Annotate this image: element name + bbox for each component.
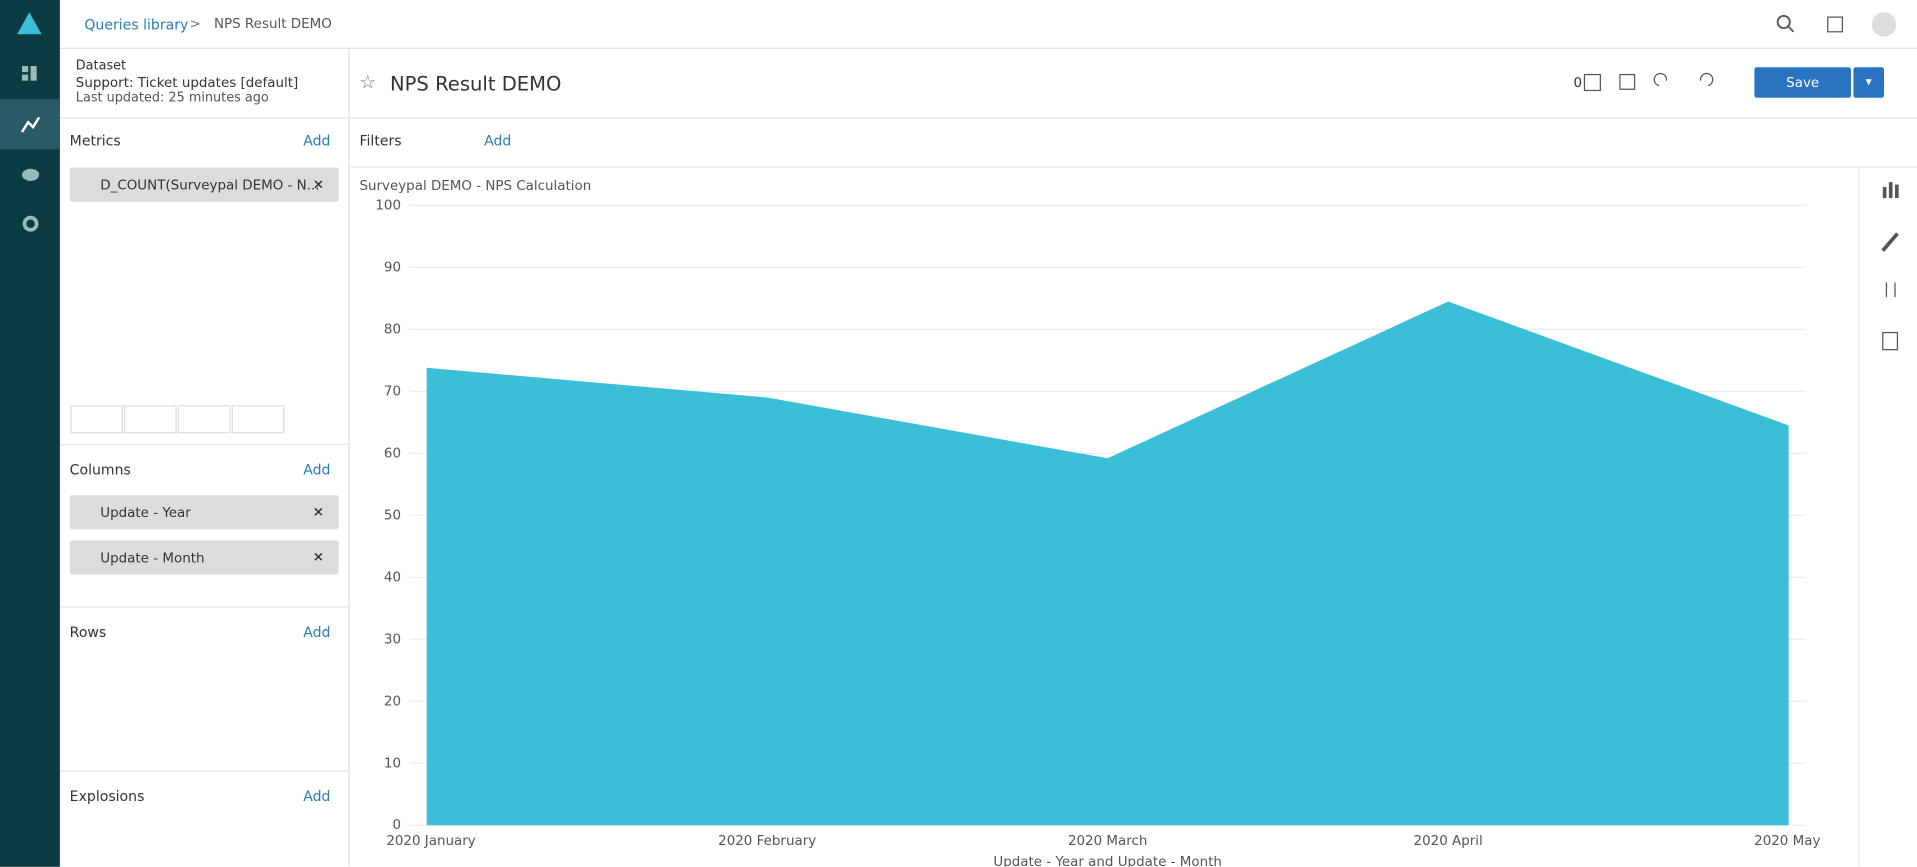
- header-icons: [1776, 12, 1897, 37]
- dataset-name: Support: Ticket updates [default]: [75, 74, 299, 91]
- x-tick-label: 2020 January: [386, 834, 475, 849]
- logo: [17, 12, 42, 35]
- panel-border: [348, 48, 350, 867]
- save-menu[interactable]: ▾: [1853, 67, 1884, 98]
- x-tick-label: 2020 April: [1414, 834, 1483, 849]
- divider: [59, 117, 1917, 119]
- search-handle: [1787, 26, 1795, 33]
- breadcrumb-current: NPS Result DEMO: [213, 15, 332, 32]
- chart-tool-c: [1894, 184, 1899, 199]
- chart-title: Surveypal DEMO - NPS Calculation: [359, 179, 591, 194]
- nav-queries: [20, 116, 41, 133]
- explosions-add[interactable]: Add: [303, 787, 331, 805]
- nav-upload[interactable]: [22, 168, 40, 181]
- y-tick-label: 20: [384, 694, 401, 709]
- breadcrumb-link[interactable]: Queries library: [84, 15, 189, 34]
- metric-text: D_COUNT(Surveypal DEMO - N...: [100, 177, 320, 194]
- x-tick-label: 2020 February: [718, 834, 816, 849]
- calc-tool[interactable]: [1882, 331, 1899, 351]
- divider: [1858, 167, 1860, 867]
- area: [426, 301, 1789, 826]
- sidebar: [0, 0, 60, 867]
- y-tick-label: 60: [384, 446, 401, 461]
- y-tick-label: 80: [384, 322, 401, 337]
- rows-label: Rows: [69, 623, 107, 641]
- edit-icon[interactable]: [1619, 73, 1636, 90]
- star[interactable]: ☆: [359, 70, 376, 93]
- columns-label: Columns: [69, 460, 131, 479]
- y-tick-label: 70: [384, 384, 401, 399]
- divider: [59, 770, 349, 772]
- column-text: Update - Year: [100, 504, 191, 521]
- metrics-label: Metrics: [69, 132, 121, 150]
- nav-settings[interactable]: [22, 215, 39, 232]
- filters-add[interactable]: Add: [484, 132, 512, 150]
- divider: [349, 166, 1917, 168]
- column-text: Update - Month: [100, 550, 205, 567]
- breadcrumb-sep: >: [189, 15, 201, 32]
- y-tick-label: 50: [384, 508, 401, 523]
- tab[interactable]: [177, 405, 231, 434]
- metric-chip[interactable]: D_COUNT(Surveypal DEMO - N... ×: [69, 167, 339, 202]
- widget-count: 0: [1573, 74, 1583, 91]
- nav-dashboards-c: [22, 74, 29, 81]
- search-icon[interactable]: [1776, 14, 1791, 30]
- x-tick-label: 2020 May: [1754, 834, 1820, 849]
- redo-icon[interactable]: [1699, 72, 1714, 87]
- remove[interactable]: ×: [312, 503, 324, 520]
- viz-tabs: [70, 405, 285, 434]
- y-tick-label: 10: [384, 756, 401, 771]
- side-tools: [1881, 182, 1899, 351]
- columns-add[interactable]: Add: [303, 460, 331, 479]
- y-tick-label: 100: [375, 198, 401, 213]
- column-chip[interactable]: Update - Year ×: [69, 495, 339, 530]
- rows-add[interactable]: Add: [303, 623, 331, 641]
- divider: [59, 606, 349, 608]
- save-button[interactable]: Save: [1754, 67, 1851, 98]
- y-tick-label: 40: [384, 570, 401, 585]
- tab[interactable]: [231, 405, 285, 434]
- column-chip[interactable]: Update - Month ×: [69, 540, 339, 575]
- y-tick-label: 0: [392, 818, 401, 833]
- x-tick-label: 2020 March: [1068, 834, 1147, 849]
- y-tick-label: 30: [384, 632, 401, 647]
- x-axis-label: Update - Year and Update - Month: [993, 855, 1222, 867]
- chart-tool-b: [1888, 182, 1893, 199]
- toolbar-icons: [1583, 72, 1714, 92]
- tab[interactable]: [70, 405, 123, 434]
- undo-icon[interactable]: [1653, 72, 1668, 87]
- dataset-updated: Last updated: 25 minutes ago: [75, 90, 269, 106]
- filters-label: Filters: [359, 132, 402, 150]
- header-border: [59, 47, 1917, 49]
- remove[interactable]: ×: [312, 548, 324, 565]
- dataset-label: Dataset: [75, 58, 127, 74]
- explosions-label: Explosions: [69, 787, 145, 805]
- nav-dashboards-b: [30, 66, 37, 81]
- query-title: NPS Result DEMO: [390, 72, 562, 96]
- metrics-add[interactable]: Add: [303, 132, 331, 150]
- remove[interactable]: ×: [312, 176, 324, 192]
- sidebar-icons: [0, 12, 60, 232]
- style-tool[interactable]: [1881, 232, 1899, 252]
- y-tick-label: 90: [384, 260, 401, 275]
- layout-icon[interactable]: [1583, 73, 1601, 92]
- divider: [59, 443, 349, 446]
- chart-tool[interactable]: [1882, 187, 1887, 199]
- apps-icon[interactable]: [1827, 16, 1844, 33]
- nav-dashboards[interactable]: [22, 66, 29, 73]
- tab[interactable]: [124, 405, 177, 434]
- avatar[interactable]: [1871, 12, 1897, 37]
- save-text: Save: [1786, 74, 1820, 91]
